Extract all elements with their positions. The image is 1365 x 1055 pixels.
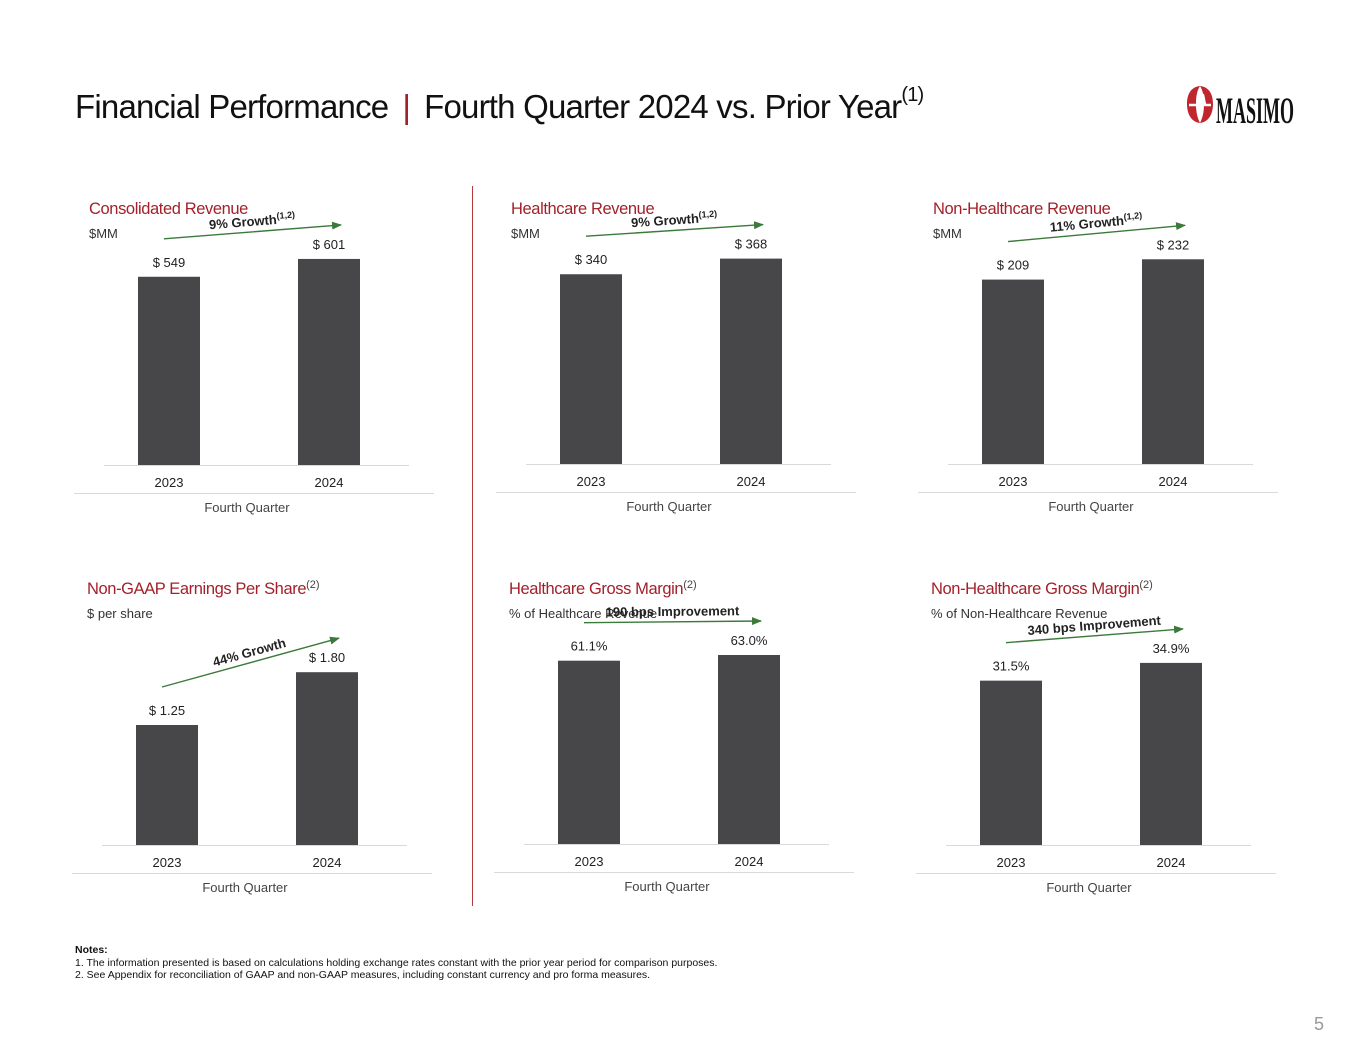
panel-subtitle: $MM [89, 226, 118, 241]
growth-label: 9% Growth(1,2) [208, 210, 295, 233]
x-axis-label: Fourth Quarter [1048, 499, 1134, 514]
category-label: 2024 [1159, 474, 1188, 489]
growth-label: 340 bps Improvement [1027, 613, 1162, 638]
x-axis-label: Fourth Quarter [626, 499, 712, 514]
note-item: 1. The information presented is based on… [75, 956, 718, 969]
data-label: 61.1% [571, 639, 608, 654]
category-label: 2023 [577, 474, 606, 489]
panel-subtitle: % of Healthcare Revenue [509, 606, 658, 621]
chart-consolidated-revenue: $ 549 2023 $ 601 2024 Fourth Quarter 9% Growt… [74, 210, 434, 515]
panel-title: Healthcare Gross Margin(2) [509, 579, 697, 598]
data-label: 34.9% [1153, 641, 1190, 656]
category-label: 2023 [575, 854, 604, 869]
bar-2023 [558, 660, 620, 844]
chart-healthcare-gross-margin: 61.1% 2023 63.0% 2024 Fourth Quarter 190 bps … [494, 603, 854, 894]
category-label: 2024 [313, 855, 342, 870]
vertical-divider [472, 186, 473, 906]
title-footnote: (1) [901, 84, 924, 106]
bar-2024 [1142, 259, 1204, 464]
chart-non-gaap-eps: $ 1.25 2023 $ 1.80 2024 Fourth Quarter 44% Gr… [72, 635, 432, 895]
panel-title: Non-Healthcare Gross Margin(2) [931, 579, 1153, 598]
panel-subtitle: % of Non-Healthcare Revenue [931, 606, 1108, 621]
data-label: $ 232 [1157, 237, 1190, 252]
growth-arrow [1005, 625, 1184, 644]
title-left: Financial Performance [75, 88, 389, 125]
category-label: 2024 [315, 475, 344, 490]
category-label: 2024 [737, 474, 766, 489]
growth-arrow [585, 221, 764, 237]
panel-subtitle: $MM [933, 226, 962, 241]
data-label: 63.0% [731, 633, 768, 648]
masimo-logo-mark-icon [1187, 86, 1213, 123]
bar-2023 [560, 274, 622, 464]
panel-non-healthcare-gross-margin: Non-Healthcare Gross Margin(2) % of Non-… [916, 579, 1311, 910]
x-axis-label: Fourth Quarter [624, 879, 710, 894]
panel-subtitle: $MM [511, 226, 540, 241]
growth-footnote: (1,2) [276, 210, 295, 221]
panel-title: Non-GAAP Earnings Per Share(2) [87, 579, 320, 598]
panel-non-gaap-eps: Non-GAAP Earnings Per Share(2) $ per sha… [72, 579, 467, 910]
x-axis-label: Fourth Quarter [1046, 880, 1132, 895]
data-label: $ 368 [735, 237, 768, 252]
growth-arrow [1007, 222, 1186, 243]
bar-2023 [138, 276, 200, 465]
panel-title: Healthcare Revenue [511, 200, 655, 218]
footnotes: Notes: 1. The information presented is b… [75, 944, 717, 982]
data-label: 31.5% [993, 659, 1030, 674]
masimo-logo: MASIMO [1187, 86, 1294, 130]
data-label: $ 601 [313, 237, 346, 252]
page-number: 5 [1314, 1014, 1325, 1034]
growth-arrow [583, 617, 762, 626]
bar-2023 [982, 279, 1044, 464]
category-label: 2023 [155, 475, 184, 490]
growth-arrow [161, 636, 340, 688]
data-label: $ 549 [153, 255, 186, 270]
bar-2023 [136, 725, 198, 845]
growth-arrow [163, 221, 342, 240]
growth-label: 9% Growth(1,2) [631, 209, 718, 231]
growth-footnote: (1,2) [698, 209, 717, 220]
bar-2024 [720, 258, 782, 464]
growth-label: 44% Growth [211, 635, 287, 669]
growth-label: 190 bps Improvement [606, 603, 740, 619]
chart-healthcare-revenue: $ 340 2023 $ 368 2024 Fourth Quarter 9% Growt… [496, 209, 856, 514]
panel-subtitle: $ per share [87, 606, 153, 621]
note-item: 2. See Appendix for reconciliation of GA… [75, 969, 651, 981]
panel-title: Consolidated Revenue [89, 200, 248, 218]
panel-healthcare-revenue: Healthcare Revenue $MM $ 340 2023 $ 368 202… [496, 200, 891, 530]
category-label: 2023 [153, 855, 182, 870]
growth-footnote: (1,2) [1123, 210, 1142, 222]
notes-heading: Notes: [75, 944, 108, 956]
panel-healthcare-gross-margin: Healthcare Gross Margin(2) % of Healthca… [494, 579, 889, 910]
panel-non-healthcare-revenue: Non-Healthcare Revenue $MM $ 209 2023 $ 23… [918, 200, 1313, 530]
data-label: $ 1.25 [149, 703, 185, 718]
masimo-logo-wordmark: MASIMO [1216, 91, 1294, 130]
bar-2024 [1140, 662, 1202, 845]
chart-non-healthcare-gross-margin: 31.5% 2023 34.9% 2024 Fourth Quarter 340 bps … [916, 613, 1276, 895]
category-label: 2024 [735, 854, 764, 869]
data-label: $ 209 [997, 258, 1030, 273]
title-right: Fourth Quarter 2024 vs. Prior Year [424, 88, 902, 125]
bar-2023 [980, 680, 1042, 845]
bar-2024 [296, 672, 358, 845]
category-label: 2023 [997, 855, 1026, 870]
data-label: $ 1.80 [309, 650, 345, 665]
bar-2024 [718, 655, 780, 844]
x-axis-label: Fourth Quarter [202, 880, 288, 895]
panel-consolidated-revenue: Consolidated Revenue $MM $ 549 2023 $ 601 2… [74, 200, 469, 530]
category-label: 2024 [1157, 855, 1186, 870]
category-label: 2023 [999, 474, 1028, 489]
page-title: Financial Performance | Fourth Quarter 202… [75, 84, 924, 126]
data-label: $ 340 [575, 252, 608, 267]
title-separator: | [402, 88, 411, 125]
panel-title: Non-Healthcare Revenue [933, 200, 1111, 218]
x-axis-label: Fourth Quarter [204, 500, 290, 515]
bar-2024 [298, 258, 360, 465]
